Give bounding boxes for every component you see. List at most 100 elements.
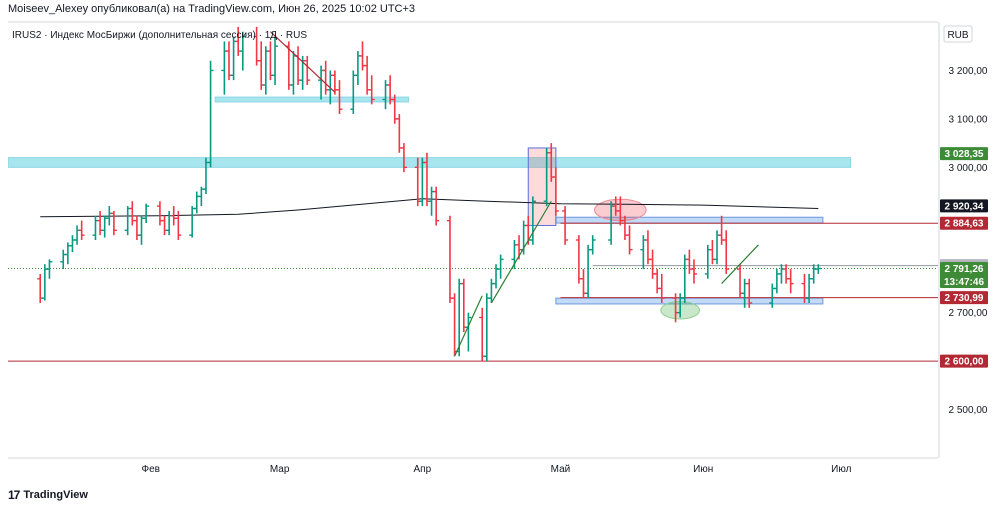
price-badge-countdown: 13:47:46 (944, 277, 984, 288)
zones-layer (8, 96, 852, 320)
ohlc-bar (175, 210, 182, 240)
y-tick-label: 2 700,00 (949, 308, 988, 319)
ohlc-bar (295, 46, 302, 85)
trendline-green-3 (721, 244, 759, 285)
ohlc-bar (166, 210, 173, 236)
ohlc-bar (709, 240, 716, 265)
ohlc-bar (773, 269, 780, 294)
price-badge-value: 2 730,99 (945, 293, 984, 304)
x-tick-label: Май (551, 464, 571, 475)
price-badge (940, 199, 988, 213)
ohlc-bar (350, 70, 357, 115)
tradingview-logo-icon: 17 (8, 488, 20, 502)
ohlc-bar (589, 235, 596, 255)
ohlc-bar (778, 264, 785, 284)
y-tick-label: 3 100,00 (949, 114, 988, 125)
ohlc-bar (585, 244, 592, 299)
x-tick-label: Апр (414, 464, 432, 475)
ohlc-bar (69, 235, 76, 253)
ohlc-bar (497, 254, 504, 279)
price-badge-value: 2 884,63 (945, 219, 984, 230)
price-badge-value: 2 791,26 (945, 264, 984, 275)
ohlc-bar (143, 203, 150, 224)
ohlc-bar (479, 307, 486, 362)
ohlc-bar (451, 293, 458, 357)
ohlc-bar (290, 51, 297, 95)
price-badge (940, 216, 988, 230)
x-tick-label: Июл (831, 464, 851, 475)
bars-layer (37, 26, 822, 362)
ohlc-bar (723, 230, 730, 274)
zone-cyan-1 (8, 157, 852, 168)
price-badge (940, 354, 988, 368)
ohlc-bar (529, 196, 536, 245)
ohlc-bar (483, 293, 490, 362)
ohlc-bar (267, 41, 274, 81)
ohlc-bar (78, 220, 85, 240)
ohlc-bar (92, 215, 99, 240)
currency-label: RUB (947, 30, 968, 41)
ohlc-bar (433, 186, 440, 226)
overlay-layer (270, 31, 759, 357)
lines-layer (8, 222, 938, 362)
ohlc-bar (46, 259, 53, 279)
ohlc-bar (815, 264, 822, 274)
y-tick-label: 3 200,00 (949, 66, 988, 77)
ohlc-bar (138, 215, 145, 245)
ohlc-bar (493, 264, 500, 289)
ohlc-bar (575, 235, 582, 284)
ohlc-bar (74, 225, 81, 245)
ohlc-bar (364, 55, 371, 95)
ohlc-bar (787, 269, 794, 294)
ohlc-bar (626, 225, 633, 255)
ohlc-bar (221, 41, 228, 95)
zone-cyan-0 (214, 96, 410, 103)
price-badge (940, 147, 988, 161)
y-tick-label: 2 500,00 (949, 405, 988, 416)
x-tick-label: Мар (270, 464, 290, 475)
ohlc-bar (783, 264, 790, 284)
y-tick-label: 3 000,00 (949, 163, 988, 174)
price-badge-value: 2 920,34 (945, 201, 984, 212)
ohlc-bar (161, 215, 168, 236)
publish-info: Moiseev_Alexey опубликовал(а) на Trading… (8, 3, 416, 15)
ohlc-bar (552, 167, 559, 216)
ohlc-bar (746, 278, 753, 308)
ohlc-bar (189, 206, 196, 238)
ohlc-bar (562, 206, 569, 245)
axis-layer: IRUS2 · Индекс МосБиржи (дополнительная … (8, 21, 988, 475)
ohlc-bar (262, 46, 269, 95)
ohlc-bar (272, 36, 279, 85)
ohlc-bar (133, 215, 140, 240)
ohlc-bar (110, 210, 117, 236)
price-badge (940, 261, 988, 288)
ohlc-bar (658, 273, 665, 303)
ohlc-bar (225, 41, 232, 81)
ohlc-bar (156, 201, 163, 226)
ohlc-bar (368, 75, 375, 105)
price-badge-value: 3 028,35 (945, 149, 984, 160)
ohlc-bar (446, 215, 453, 303)
ohlc-bar (60, 249, 67, 270)
ohlc-bar (456, 278, 463, 357)
trendline-green-1 (454, 295, 483, 357)
ohlc-bar (465, 312, 472, 352)
ohlc-bar (396, 114, 403, 153)
footer-brand[interactable]: 17 TradingView (8, 487, 88, 503)
x-tick-label: Июн (693, 464, 713, 475)
zone-blue-2 (555, 216, 824, 224)
ohlc-bar (101, 215, 108, 238)
trendline-green-2 (490, 200, 552, 304)
ohlc-bar (681, 254, 688, 303)
ohlc-bar (336, 80, 343, 115)
ohlc-bar (258, 41, 265, 90)
ohlc-bar (460, 278, 467, 333)
ohlc-bar (97, 210, 104, 236)
footer-brand-text: TradingView (23, 489, 88, 501)
ohlc-bar (690, 259, 697, 284)
ohlc-bar (239, 31, 246, 71)
currency-box[interactable] (943, 25, 973, 43)
ohlc-bar (230, 36, 237, 81)
price-badge (940, 291, 988, 305)
